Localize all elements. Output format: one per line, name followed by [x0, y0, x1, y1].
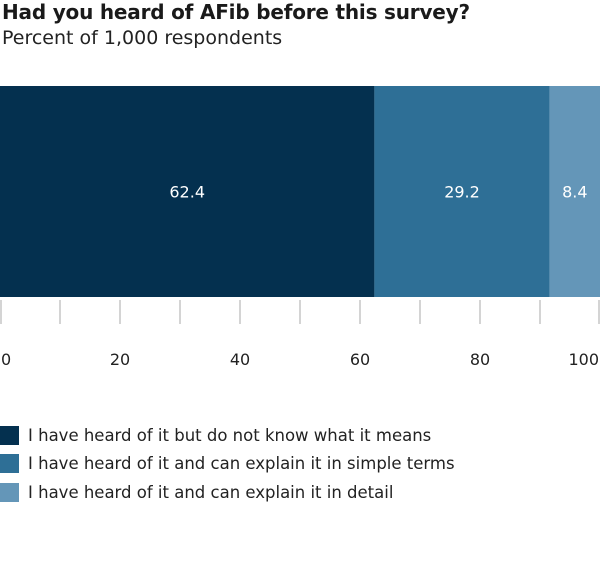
- legend-label: I have heard of it and can explain it in…: [28, 482, 394, 502]
- bar-segment: [374, 86, 550, 297]
- legend-item: I have heard of it but do not know what …: [0, 421, 455, 450]
- x-tick-label: 80: [470, 350, 490, 369]
- x-tick-label: 100: [568, 350, 599, 369]
- x-tick-label: 60: [350, 350, 370, 369]
- chart-subtitle: Percent of 1,000 respondents: [2, 27, 283, 49]
- bar-segment: [0, 86, 375, 297]
- bar-value-labels: 62.4 29.2 8.4: [169, 183, 587, 202]
- bar-segments: [0, 86, 600, 297]
- bar-segment: [549, 86, 600, 297]
- legend-swatch: [0, 425, 19, 445]
- legend: I have heard of it but do not know what …: [0, 421, 455, 507]
- legend-item: I have heard of it and can explain it in…: [0, 478, 455, 507]
- stacked-bar-chart: 62.4 29.2 8.4 0 20 40 60 80 100: [0, 86, 600, 369]
- legend-label: I have heard of it and can explain it in…: [28, 454, 455, 474]
- x-tick-label: 40: [230, 350, 250, 369]
- bar-value-label: 8.4: [562, 183, 587, 202]
- chart-title: Had you heard of AFib before this survey…: [2, 0, 470, 24]
- bar-value-label: 29.2: [444, 183, 480, 202]
- legend-label: I have heard of it but do not know what …: [28, 425, 432, 445]
- legend-item: I have heard of it and can explain it in…: [0, 450, 455, 479]
- legend-swatch: [0, 454, 19, 474]
- x-tick-label: 20: [110, 350, 130, 369]
- legend-swatch: [0, 482, 19, 502]
- bar-value-label: 62.4: [169, 183, 205, 202]
- x-axis: 0 20 40 60 80 100: [0, 300, 600, 369]
- x-tick-label: 0: [1, 350, 11, 369]
